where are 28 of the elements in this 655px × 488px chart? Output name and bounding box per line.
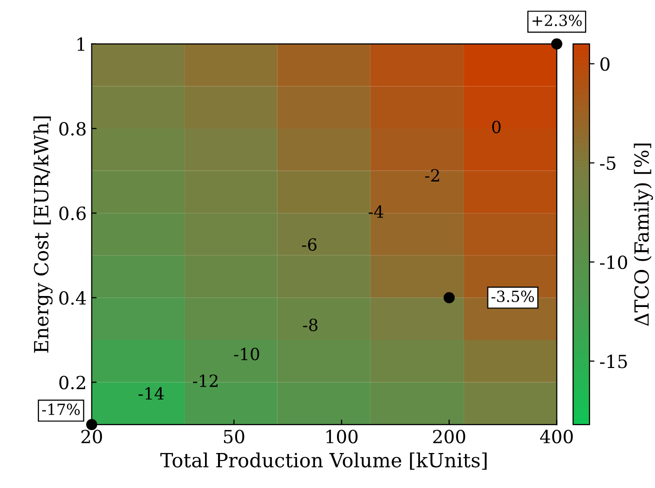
annotation: -12: [193, 374, 218, 387]
y-tick-label: 0.4: [59, 291, 86, 305]
annotation: -6: [302, 238, 316, 251]
annotation: 0: [492, 120, 501, 134]
color-bar-label: -5: [600, 156, 616, 170]
y-tick-label: 0.6: [59, 206, 86, 220]
annotation: -10: [234, 348, 260, 360]
x-tick-label: 50: [224, 430, 244, 444]
color-bar-label: -10: [600, 255, 628, 270]
x-tick-label: 100: [326, 430, 358, 444]
x-tick-label: 200: [433, 430, 466, 444]
color-bar-label: -15: [600, 354, 627, 368]
annotation: -14: [138, 387, 164, 400]
x-tick-label: 20: [81, 430, 102, 444]
color-bar-title: ΔTCO (Family) [%]: [634, 144, 653, 326]
x-axis-title: Total Production Volume [kUnits]: [160, 452, 487, 470]
annotation: +2.3%: [532, 14, 582, 26]
color-bar-label: 0: [600, 57, 610, 71]
y-tick-label: 1: [78, 37, 84, 51]
annotation: -3.5%: [491, 290, 534, 302]
annotation: -17%: [42, 404, 80, 416]
y-tick-label: 0.8: [59, 122, 86, 136]
y-axis-title: Energy Cost [EUR/kWh]: [33, 116, 53, 353]
x-tick-label: 400: [540, 430, 573, 444]
annotation: -8: [303, 318, 318, 332]
y-tick-label: 0.2: [59, 376, 86, 390]
annotation: -2: [425, 169, 440, 182]
annotation: -4: [368, 205, 384, 218]
